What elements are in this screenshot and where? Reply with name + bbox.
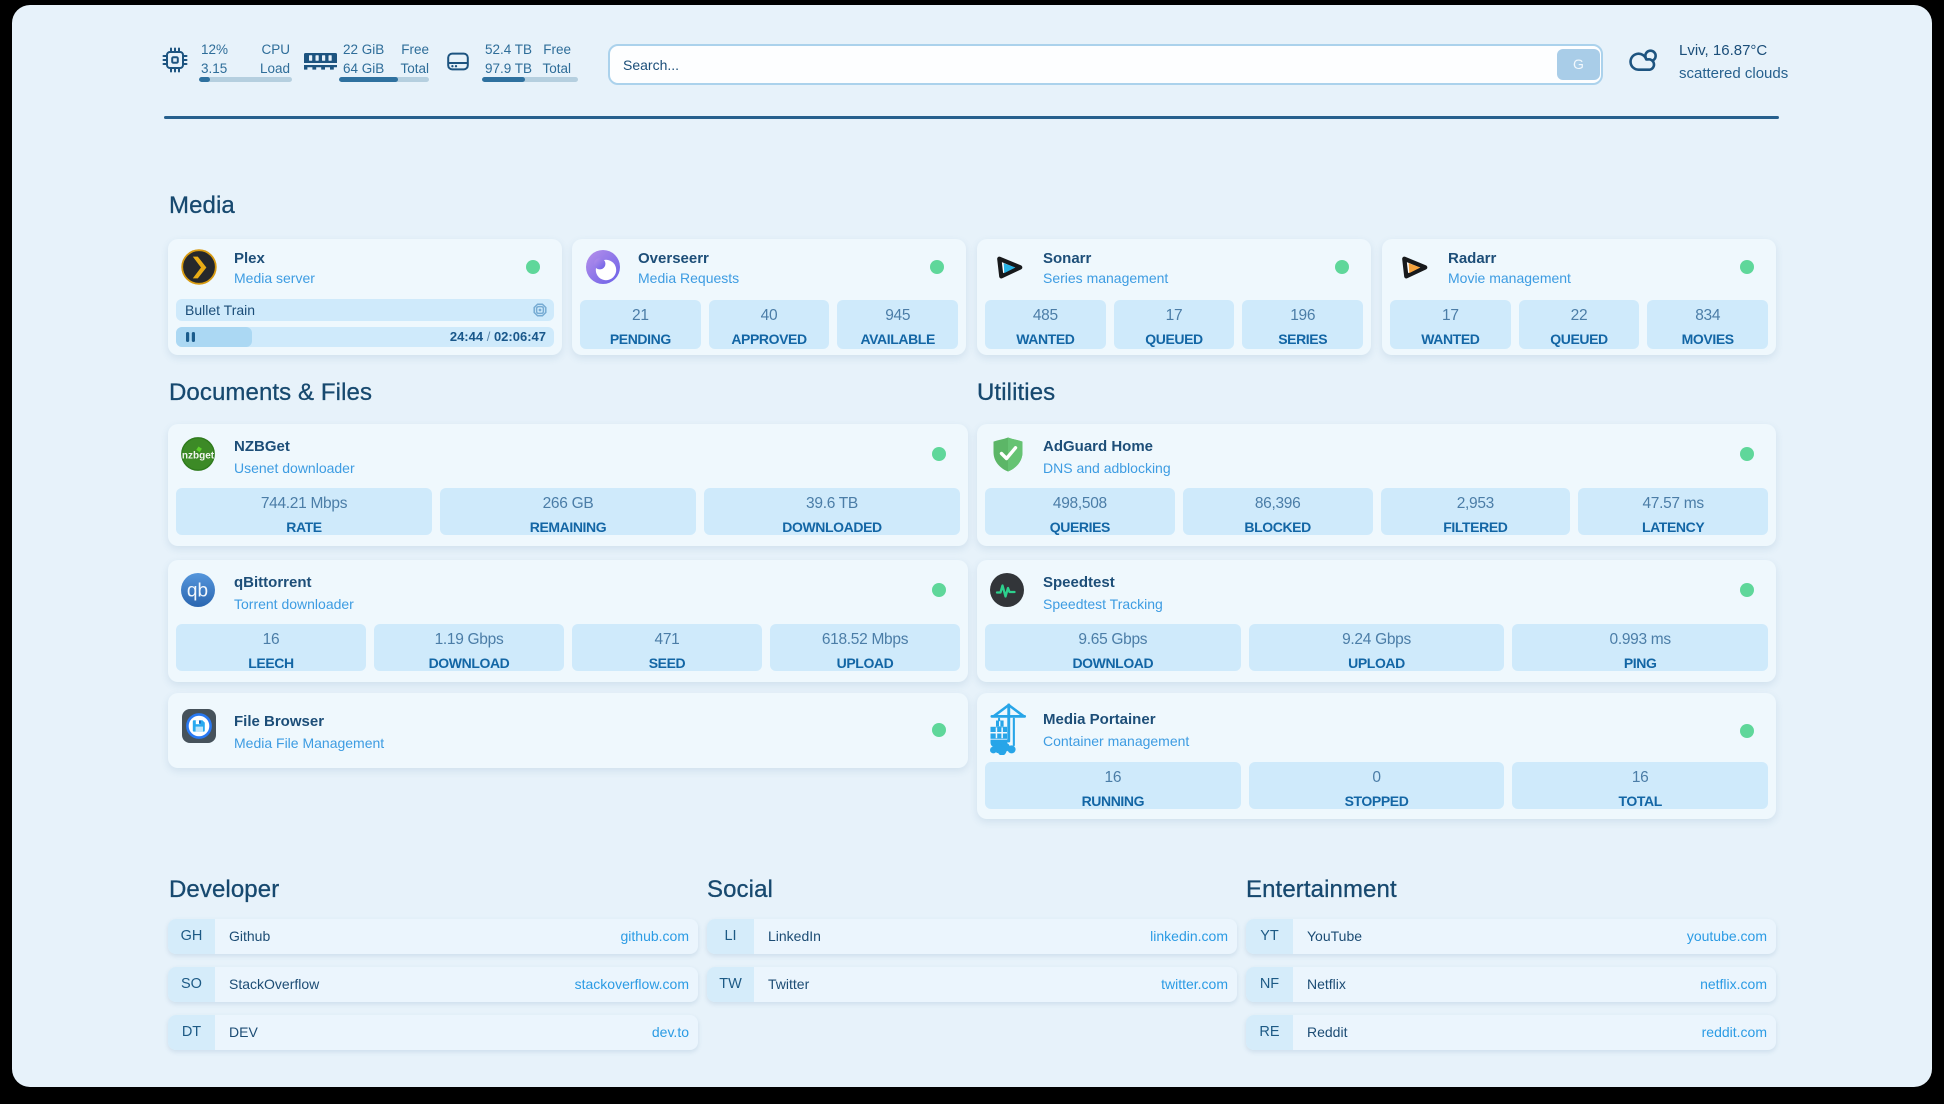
svg-text:nzbget: nzbget bbox=[182, 451, 215, 462]
svg-text:qb: qb bbox=[187, 581, 208, 602]
